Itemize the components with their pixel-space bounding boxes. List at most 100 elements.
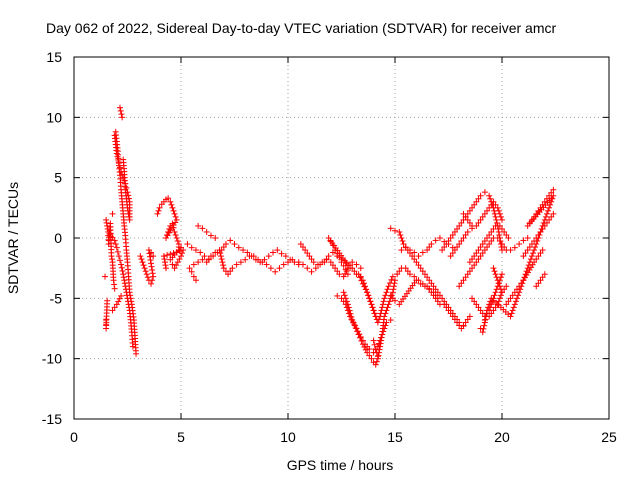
data-point: [199, 225, 206, 232]
data-point: [143, 271, 150, 278]
data-point: [170, 207, 177, 214]
chart-title: Day 062 of 2022, Sidereal Day-to-day VTE…: [46, 20, 556, 36]
data-point: [375, 352, 382, 359]
data-point: [409, 253, 416, 260]
data-point: [447, 235, 454, 241]
data-point: [541, 271, 548, 278]
data-point: [289, 256, 296, 263]
data-point: [490, 225, 497, 232]
data-point: [481, 247, 488, 254]
data-point: [114, 153, 121, 160]
data-point: [148, 263, 155, 270]
data-point: [140, 262, 147, 269]
data-point: [160, 253, 167, 260]
data-point: [115, 160, 122, 167]
data-point: [485, 304, 492, 311]
data-point: [421, 283, 428, 290]
data-point: [413, 277, 420, 284]
data-point: [466, 268, 473, 275]
data-point: [458, 280, 465, 287]
data-point: [484, 207, 491, 214]
data-point: [170, 250, 177, 257]
data-point: [364, 289, 371, 296]
data-point: [490, 265, 497, 272]
data-point: [496, 231, 503, 238]
data-point: [195, 222, 202, 229]
data-point: [511, 301, 518, 308]
data-point: [508, 310, 515, 317]
data-point: [353, 325, 360, 332]
data-point: [171, 210, 178, 217]
data-points: [102, 104, 557, 368]
data-point: [424, 247, 431, 254]
data-point: [488, 238, 495, 245]
data-point: [550, 210, 557, 217]
data-point: [475, 256, 482, 263]
data-point: [541, 222, 548, 229]
data-point: [317, 261, 324, 268]
data-point: [172, 213, 179, 220]
data-point: [543, 210, 550, 217]
data-point: [122, 180, 129, 187]
data-point: [171, 265, 178, 272]
x-tick-label: 20: [494, 429, 510, 445]
data-point: [528, 241, 535, 248]
data-point: [509, 292, 516, 299]
data-point: [205, 256, 212, 263]
data-point: [473, 198, 480, 205]
data-point: [394, 271, 401, 278]
data-point: [499, 225, 505, 232]
data-point: [280, 261, 287, 268]
data-point: [466, 219, 473, 226]
data-point: [543, 219, 550, 226]
data-point: [509, 307, 516, 314]
x-tick-labels: 0 5 10 15 20 25: [70, 429, 617, 445]
data-point: [462, 319, 469, 326]
data-point: [147, 257, 154, 264]
data-point: [118, 168, 125, 175]
data-point: [413, 259, 420, 266]
data-point: [486, 241, 493, 248]
data-point: [170, 224, 177, 231]
data-point: [336, 271, 343, 278]
data-point: [203, 228, 210, 235]
data-point: [199, 256, 206, 263]
data-point: [388, 292, 395, 299]
data-point: [295, 259, 302, 266]
data-point: [162, 262, 169, 269]
data-point: [120, 274, 127, 281]
data-point: [118, 261, 125, 268]
y-tick-label: 10: [46, 109, 62, 125]
data-point: [458, 238, 465, 245]
data-point: [426, 277, 433, 284]
data-point: [492, 213, 499, 220]
data-point: [368, 355, 375, 362]
data-point: [441, 244, 448, 251]
data-point: [411, 249, 418, 256]
data-point: [282, 253, 289, 260]
data-point: [396, 228, 403, 235]
data-point: [486, 204, 493, 211]
data-point: [366, 352, 373, 359]
data-point: [118, 264, 125, 271]
data-point: [524, 247, 531, 254]
data-point: [125, 298, 132, 305]
data-point: [263, 261, 270, 268]
data-point: [115, 253, 122, 260]
data-point: [308, 256, 315, 263]
data-point: [368, 301, 375, 308]
data-point: [539, 201, 546, 208]
data-point: [361, 283, 368, 290]
data-point: [387, 280, 394, 287]
data-point: [312, 265, 319, 272]
data-point: [443, 241, 450, 248]
data-point: [530, 250, 537, 257]
data-point: [244, 249, 251, 256]
data-point: [383, 289, 390, 296]
data-point: [104, 225, 111, 232]
data-point: [546, 192, 553, 199]
data-point: [419, 268, 426, 275]
data-point: [302, 247, 309, 254]
data-point: [494, 219, 501, 226]
data-point: [220, 244, 227, 251]
